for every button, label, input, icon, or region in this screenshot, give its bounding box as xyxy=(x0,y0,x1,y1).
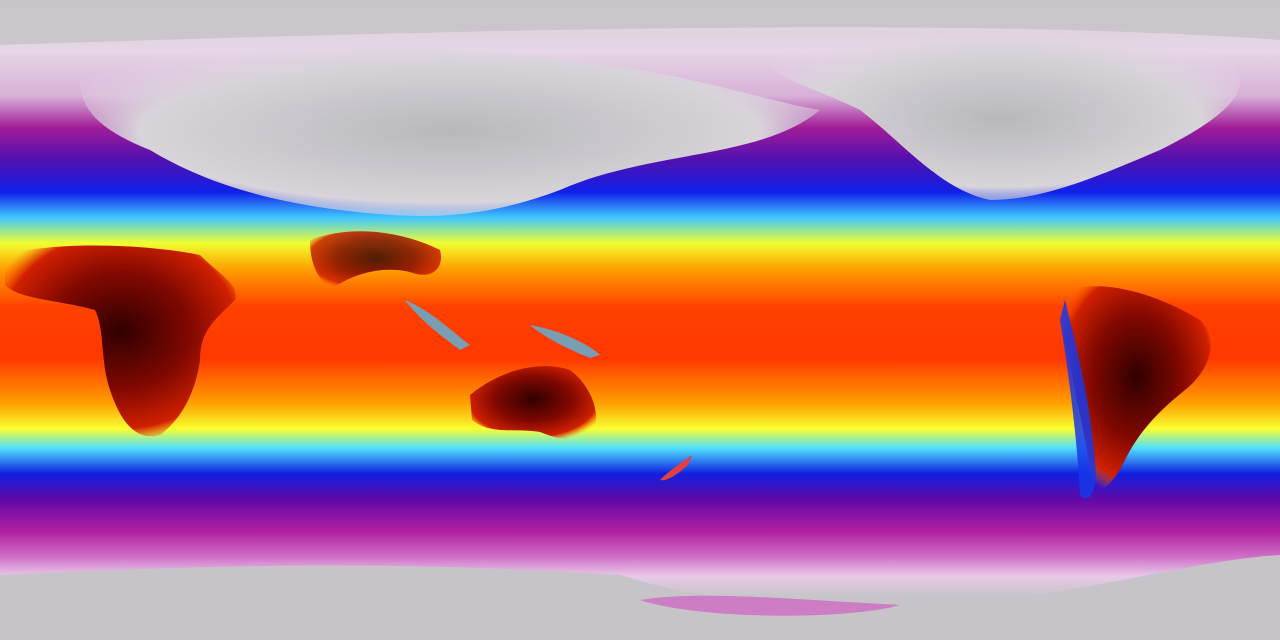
southeast-asia-islands xyxy=(405,300,600,358)
south-america-landmass xyxy=(1060,286,1211,499)
australia-landmass xyxy=(470,366,597,440)
arabia-india-landmass xyxy=(310,231,441,290)
southern-polar-region xyxy=(0,555,1280,640)
new-zealand xyxy=(660,455,692,481)
africa-landmass xyxy=(5,245,236,437)
northern-landmass-cold xyxy=(0,0,1280,216)
